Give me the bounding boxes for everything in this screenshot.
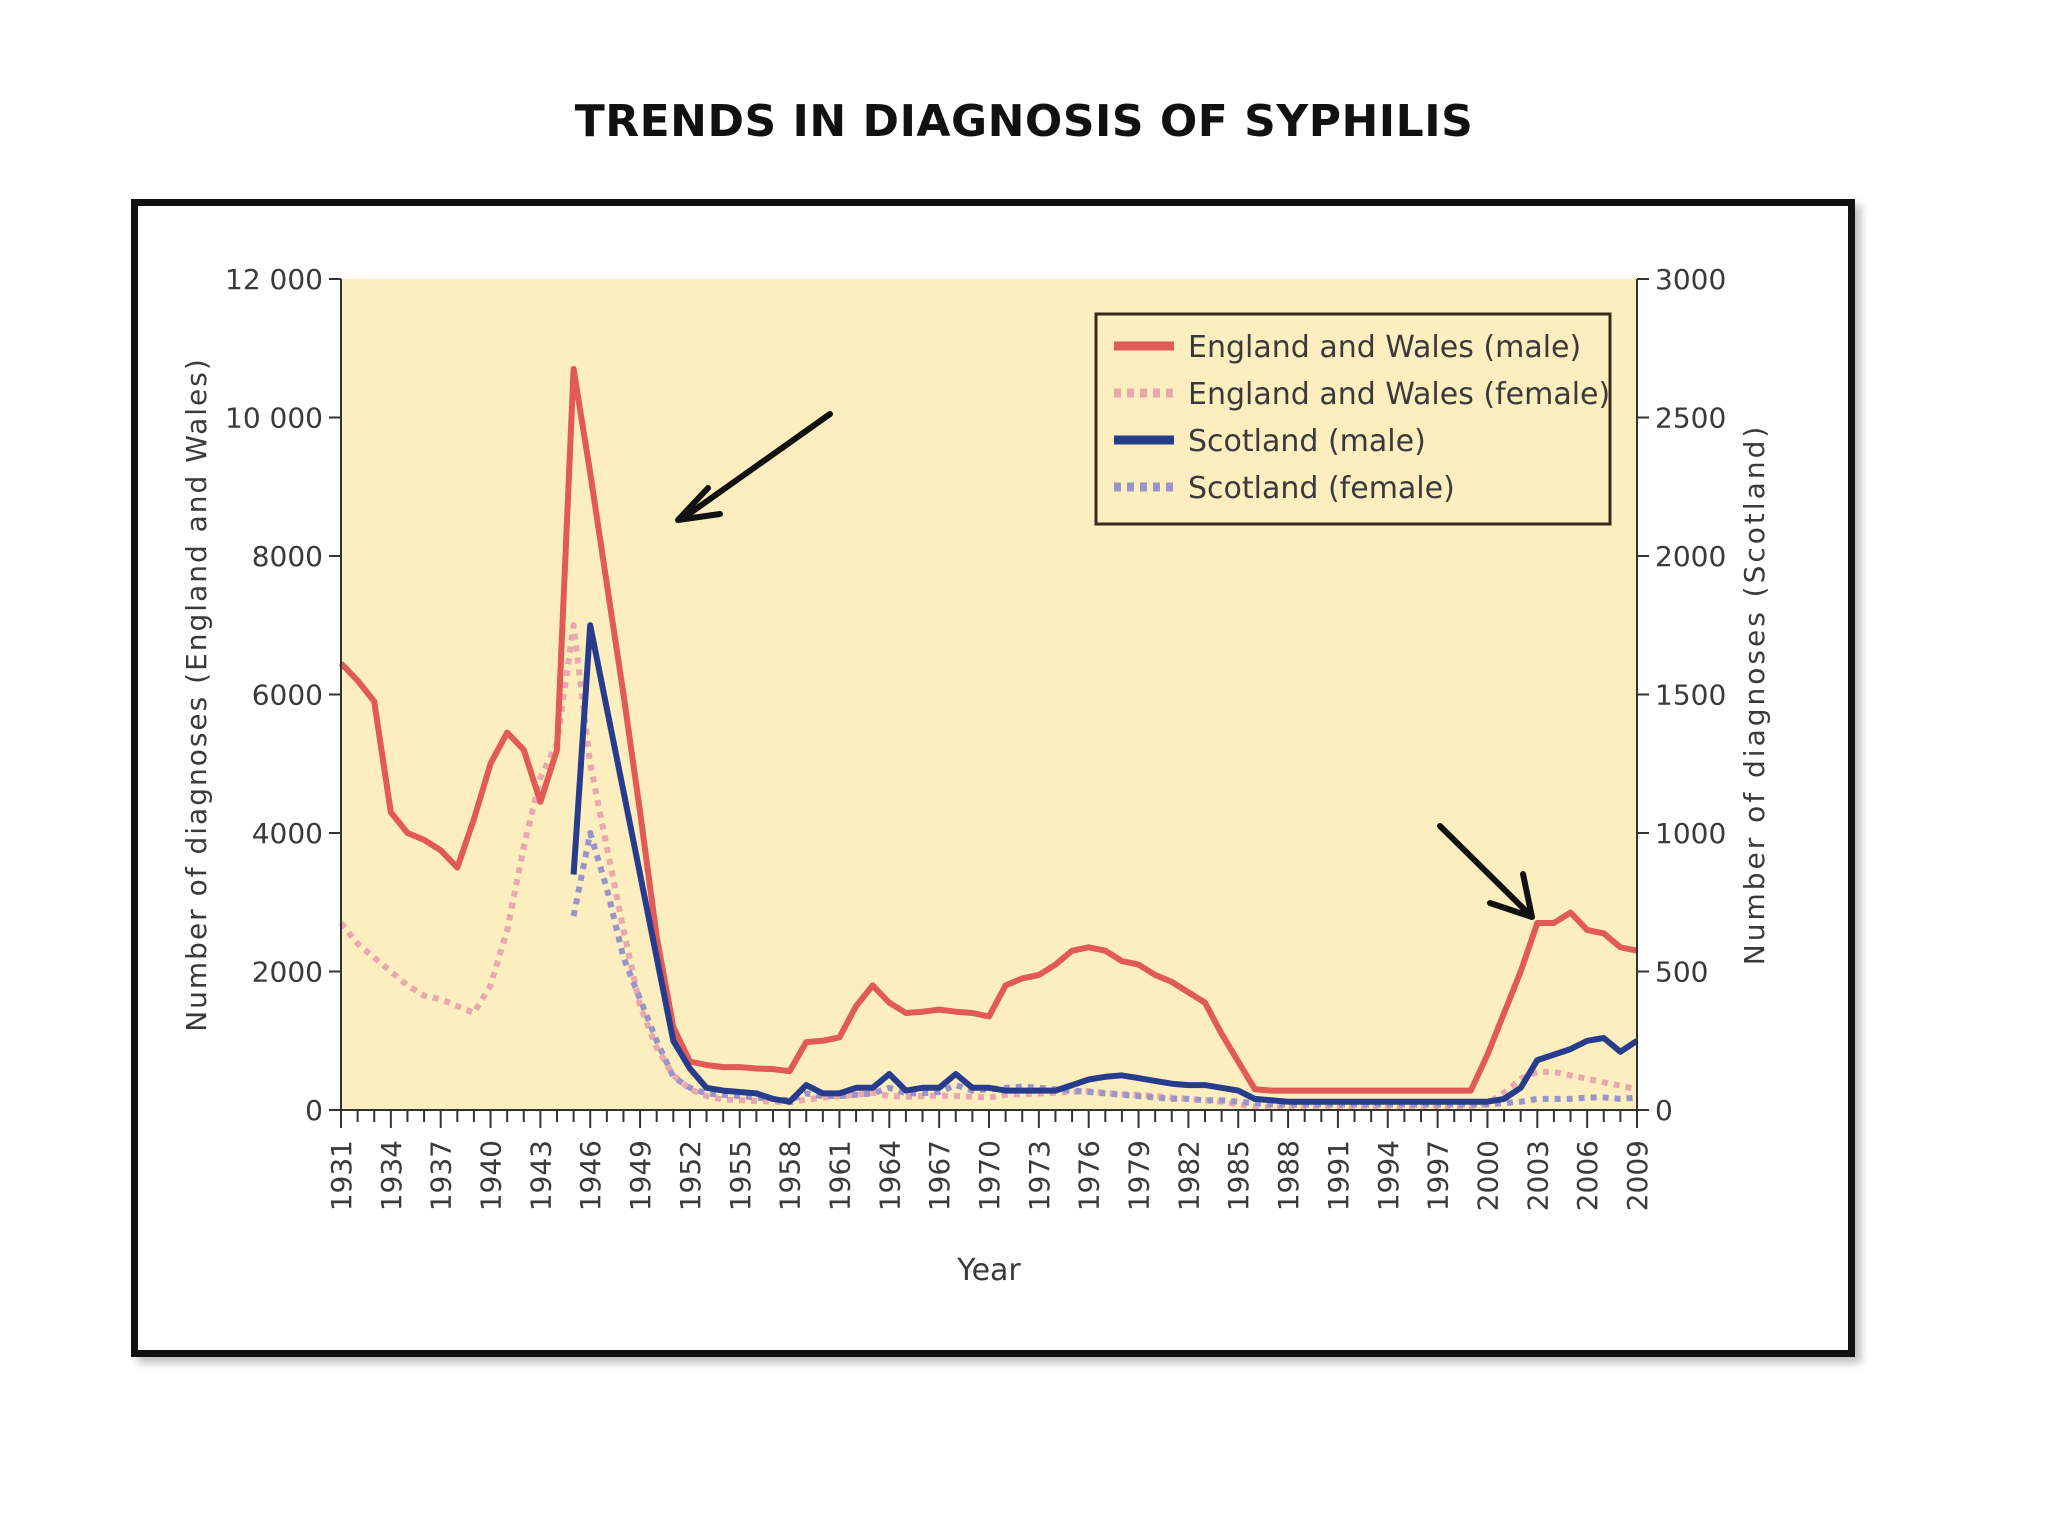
x-tick-label: 1940: [475, 1140, 508, 1211]
x-tick-label: 1991: [1322, 1140, 1355, 1211]
x-tick-label: 2009: [1621, 1140, 1654, 1211]
x-axis-title: Year: [956, 1253, 1021, 1288]
chart-frame: 0 2000 4000 6000 8000 10 000 12 000 0 500 1000 150…: [131, 199, 1855, 1357]
x-tick-label: 1964: [873, 1140, 906, 1211]
x-tick-label: 1961: [823, 1140, 856, 1211]
x-tick-label: 1982: [1172, 1140, 1205, 1211]
slide-title: TRENDS IN DIAGNOSIS OF SYPHILIS: [574, 96, 1474, 147]
legend-label: England and Wales (male): [1188, 330, 1581, 365]
x-tick-label: 2003: [1521, 1140, 1554, 1211]
x-tick-label: 1931: [325, 1140, 358, 1211]
x-tick-label: 2000: [1471, 1140, 1504, 1211]
legend-label: England and Wales (female): [1188, 377, 1610, 412]
x-tick-label: 1934: [375, 1140, 408, 1211]
y-left-tick-label: 12 000: [225, 263, 323, 296]
x-tick-label: 1988: [1272, 1140, 1305, 1211]
y-right-tick-label: 2000: [1655, 540, 1726, 573]
legend-label: Scotland (male): [1188, 424, 1426, 459]
x-tick-label: 1955: [724, 1140, 757, 1211]
y-right-tick-label: 3000: [1655, 263, 1726, 296]
arrow-annotation-1946-peak: [675, 411, 833, 523]
x-tick-label: 1943: [524, 1140, 557, 1211]
y-right-axis-title: Number of diagnoses (Scotland): [1738, 424, 1771, 966]
x-tick-label: 1946: [574, 1140, 607, 1211]
x-tick-label: 1967: [923, 1140, 956, 1211]
x-tick-label: 1997: [1422, 1140, 1455, 1211]
legend-label: Scotland (female): [1188, 471, 1455, 506]
x-tick-label: 1976: [1073, 1140, 1106, 1211]
x-tick-label: 1949: [624, 1140, 657, 1211]
x-tick-label: 1985: [1222, 1140, 1255, 1211]
legend-box: [1094, 312, 1612, 526]
y-left-tick-label: 2000: [252, 956, 323, 989]
arrow-annotation-2003-rise: [1437, 823, 1535, 920]
y-right-tick-label: 2500: [1655, 402, 1726, 435]
y-right-tick-label: 500: [1655, 956, 1708, 989]
x-tick-label: 2006: [1571, 1140, 1604, 1211]
y-right-tick-label: 0: [1655, 1094, 1673, 1127]
y-left-tick-label: 10 000: [225, 402, 323, 435]
x-tick-label: 1973: [1023, 1140, 1056, 1211]
x-tick-label: 1979: [1123, 1140, 1156, 1211]
y-right-tick-label: 1000: [1655, 817, 1726, 850]
y-left-axis-title: Number of diagnoses (England and Wales): [180, 357, 213, 1032]
series-line-scotland-male: [570, 622, 1639, 1105]
y-left-tick-label: 8000: [252, 540, 323, 573]
x-tick-label: 1952: [674, 1140, 707, 1211]
x-tick-label: 1994: [1372, 1140, 1405, 1211]
x-tick-label: 1937: [425, 1140, 458, 1211]
y-left-tick-label: 4000: [252, 817, 323, 850]
series-line-england-and-wales-male: [338, 366, 1638, 1094]
y-left-tick-label: 6000: [252, 679, 323, 712]
y-right-tick-label: 1500: [1655, 679, 1726, 712]
x-tick-label: 1970: [973, 1140, 1006, 1211]
line-chart: 0 2000 4000 6000 8000 10 000 12 000 0 500 1000 150…: [180, 263, 1771, 1288]
x-tick-label: 1958: [774, 1140, 807, 1211]
y-left-tick-label: 0: [305, 1094, 323, 1127]
